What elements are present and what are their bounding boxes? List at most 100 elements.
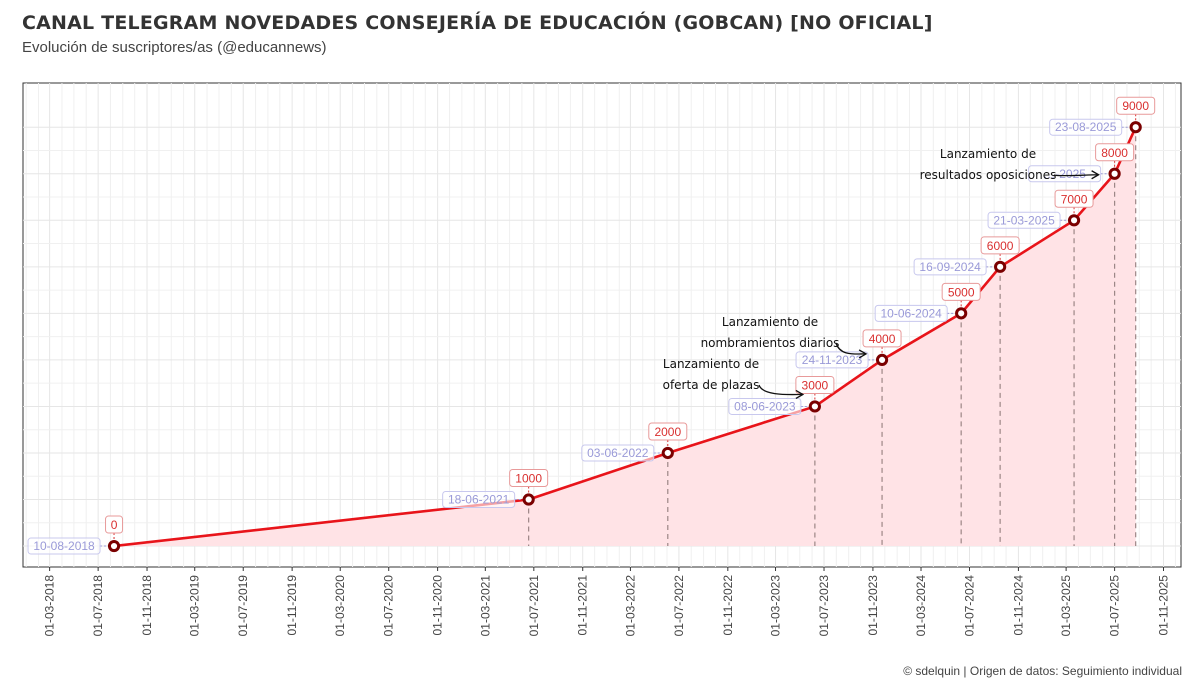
value-label-box <box>1116 96 1156 115</box>
x-axis-ticks: 01-03-2018 01-07-2018 01-11-2018 01-03-2019… <box>43 567 1171 636</box>
x-tick-label: 01-07-2024 <box>963 575 977 637</box>
date-label-box <box>1028 165 1102 183</box>
value-label-box <box>980 236 1020 255</box>
x-tick-label: 01-11-2023 <box>866 575 880 636</box>
data-point <box>522 493 535 506</box>
x-tick-label: 01-07-2020 <box>382 575 396 637</box>
value-label: 0 <box>111 518 118 532</box>
x-tick-label: 01-11-2020 <box>431 575 445 636</box>
date-label: 03-06-2022 <box>587 446 649 460</box>
annotation-text: resultados oposiciones <box>920 168 1057 182</box>
annotation-text: oferta de plazas <box>663 378 760 392</box>
value-label-box <box>862 329 902 348</box>
value-label: 5000 <box>948 285 975 299</box>
x-tick-label: 01-03-2018 <box>43 575 57 637</box>
date-label-box <box>874 304 948 322</box>
area-layer <box>114 127 1136 547</box>
series-line <box>113 126 1137 548</box>
annotation-arrow <box>758 384 803 396</box>
date-label-box <box>913 258 987 276</box>
value-labels: 0 1000 2000 3000 4000 5000 6000 7000 8000 9000 <box>105 96 1156 541</box>
x-tick-label: 01-11-2019 <box>285 575 299 636</box>
date-label-box <box>581 444 655 462</box>
value-label-box <box>648 422 688 441</box>
date-label: 10-06-2024 <box>880 306 942 320</box>
data-point <box>107 539 121 553</box>
annotation-arrowhead <box>858 349 868 359</box>
x-tick-label: 01-07-2022 <box>672 575 686 637</box>
value-label: 3000 <box>802 378 829 392</box>
date-labels: 10-08-2018 18-06-2021 03-06-2022 08-06-2023… <box>27 118 1129 555</box>
x-tick-label: 01-11-2018 <box>140 575 154 636</box>
date-label-box <box>728 397 802 415</box>
data-point <box>875 353 889 367</box>
date-label: …-2025 <box>1043 167 1086 181</box>
x-tick-label: 01-03-2025 <box>1059 575 1073 637</box>
x-tick-label: 01-11-2024 <box>1011 575 1025 636</box>
annotation-text: Lanzamiento de <box>722 315 818 329</box>
data-point <box>994 260 1007 273</box>
value-label-box <box>1054 189 1094 208</box>
x-tick-label: 01-07-2019 <box>236 575 250 637</box>
x-tick-label: 01-11-2025 <box>1157 575 1171 636</box>
annotation-arrowhead <box>1091 170 1100 180</box>
data-point <box>1129 121 1142 134</box>
x-tick-label: 01-03-2020 <box>333 575 347 637</box>
x-tick-label: 01-07-2025 <box>1108 575 1122 637</box>
chart-subtitle: Evolución de suscriptores/as (@educannew… <box>22 39 327 56</box>
annotation-text: nombramientos diarios <box>701 336 840 350</box>
date-label-box <box>27 537 101 555</box>
annotation-arrow <box>835 342 867 355</box>
date-label: 24-11-2023 <box>802 353 863 367</box>
date-label-box <box>987 211 1061 229</box>
annotation-arrowhead <box>795 389 805 400</box>
date-label: 10-08-2018 <box>33 539 95 553</box>
annotation-text: Lanzamiento de <box>940 147 1036 161</box>
data-point <box>1108 167 1121 180</box>
date-label-box <box>1049 118 1123 136</box>
date-label: 21-03-2025 <box>993 213 1055 227</box>
data-point <box>661 446 674 460</box>
x-tick-label: 01-03-2022 <box>623 575 637 637</box>
value-label: 9000 <box>1122 99 1149 113</box>
x-tick-label: 01-03-2024 <box>914 575 928 637</box>
value-label-box <box>105 515 124 534</box>
x-tick-label: 01-07-2018 <box>91 575 105 637</box>
annotation-text: Lanzamiento de <box>663 357 759 371</box>
date-label: 08-06-2023 <box>734 399 796 413</box>
x-tick-label: 01-07-2021 <box>527 575 541 637</box>
value-label: 7000 <box>1061 192 1088 206</box>
x-tick-label: 01-03-2023 <box>769 575 783 637</box>
x-tick-label: 01-11-2021 <box>576 575 590 636</box>
chart-title: CANAL TELEGRAM NOVEDADES CONSEJERÍA DE E… <box>22 12 933 34</box>
value-label-box <box>1095 143 1135 162</box>
date-label-box <box>795 351 869 369</box>
data-point <box>955 307 968 320</box>
line-layer <box>113 126 1137 548</box>
annotation-arrow <box>1053 174 1099 177</box>
value-label-box <box>795 375 835 394</box>
value-label: 2000 <box>654 425 681 439</box>
x-tick-label: 01-03-2019 <box>188 575 202 637</box>
value-label: 4000 <box>869 332 896 346</box>
source-caption: © sdelquin | Origen de datos: Seguimient… <box>903 664 1182 678</box>
x-tick-label: 01-03-2021 <box>478 575 492 637</box>
points <box>107 121 1142 553</box>
date-label: 16-09-2024 <box>919 260 981 274</box>
series-area <box>114 127 1136 547</box>
x-tick-label: 01-11-2022 <box>721 575 735 636</box>
value-label: 8000 <box>1101 146 1128 160</box>
date-label: 18-06-2021 <box>448 493 510 507</box>
value-label: 1000 <box>515 472 542 486</box>
date-label-box <box>442 491 516 509</box>
value-label-box <box>509 469 549 488</box>
drop-lines <box>528 127 1137 547</box>
value-label: 6000 <box>987 239 1014 253</box>
data-point <box>1067 214 1081 227</box>
x-tick-label: 01-07-2023 <box>817 575 831 637</box>
date-label: 23-08-2025 <box>1055 120 1117 134</box>
data-point <box>808 400 821 413</box>
value-label-box <box>941 282 981 301</box>
annotations: Lanzamiento de oferta de plazas Lanzamient… <box>663 147 1100 400</box>
